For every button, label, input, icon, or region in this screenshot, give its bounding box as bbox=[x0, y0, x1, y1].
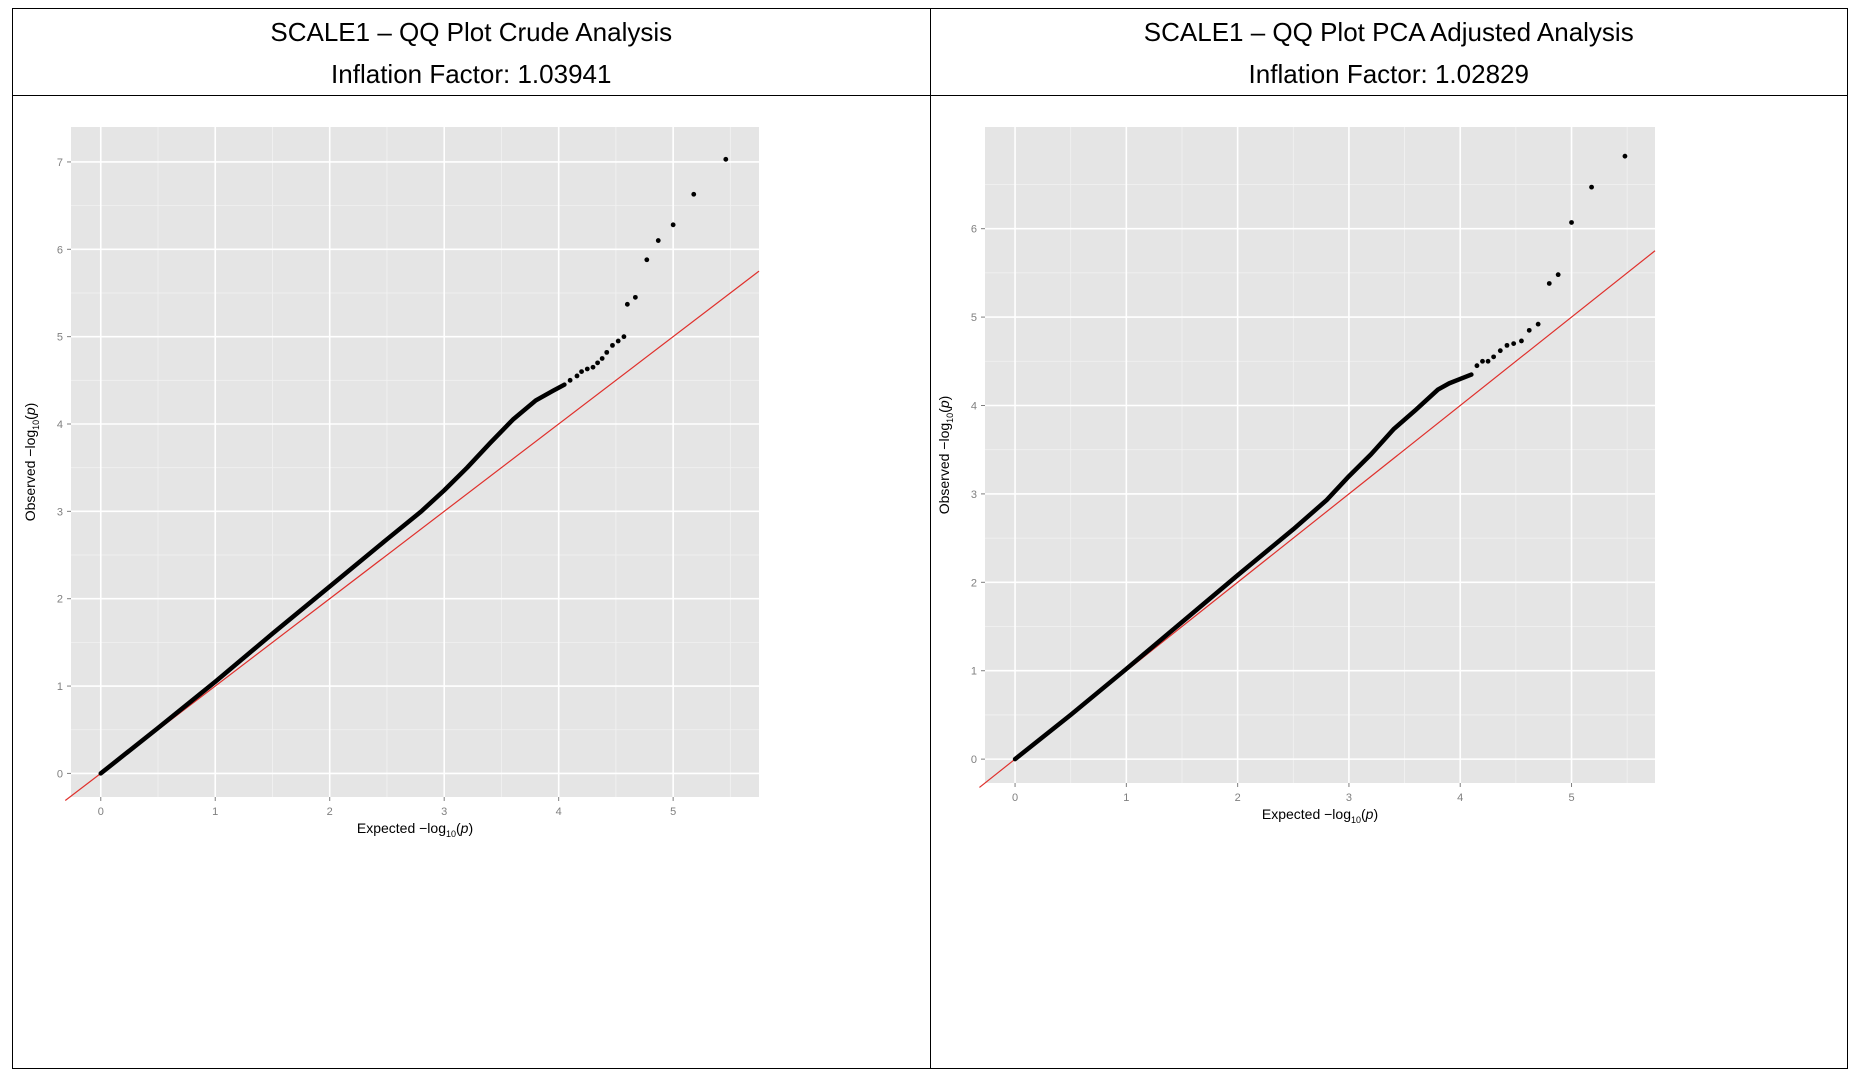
data-point bbox=[1526, 327, 1532, 333]
x-tick-label: 4 bbox=[556, 806, 562, 818]
x-axis-label: Expected −log10(p) bbox=[1261, 806, 1377, 825]
x-tick-label: 1 bbox=[212, 806, 218, 818]
x-tick-label: 4 bbox=[1457, 792, 1463, 804]
panel-title: SCALE1 – QQ Plot PCA Adjusted Analysis bbox=[1143, 17, 1634, 47]
data-point bbox=[1497, 348, 1503, 354]
y-tick-label: 0 bbox=[970, 754, 976, 766]
y-tick-label: 5 bbox=[970, 312, 976, 324]
data-point bbox=[595, 360, 600, 366]
data-point bbox=[1479, 358, 1485, 364]
inflation-factor: Inflation Factor: 1.02829 bbox=[1248, 59, 1529, 89]
x-tick-label: 3 bbox=[1345, 792, 1351, 804]
data-point bbox=[604, 349, 610, 355]
gridlines bbox=[71, 127, 759, 797]
x-tick-label: 2 bbox=[1234, 792, 1240, 804]
plot-cell-crude: 0 1 2 3 4 5 0 1 2 3 4 5 6 7 Expected −log10(p) Observed… bbox=[12, 95, 931, 1069]
y-tick-label: 3 bbox=[970, 489, 976, 501]
y-tick-label: 2 bbox=[57, 594, 63, 606]
x-tick-label: 0 bbox=[98, 806, 104, 818]
x-axis-label: Expected −log10(p) bbox=[357, 820, 473, 839]
data-point bbox=[691, 191, 697, 197]
data-point bbox=[1490, 354, 1496, 360]
x-tick-label: 0 bbox=[1011, 792, 1017, 804]
data-point bbox=[610, 342, 615, 348]
x-tick-label: 5 bbox=[1568, 792, 1574, 804]
data-point bbox=[621, 334, 627, 340]
observed-points-tail bbox=[567, 156, 729, 383]
x-tick-label: 3 bbox=[441, 806, 447, 818]
data-point bbox=[599, 356, 605, 361]
y-tick-label: 6 bbox=[970, 224, 976, 236]
y-tick-label: 0 bbox=[57, 768, 63, 780]
data-point bbox=[624, 301, 630, 307]
y-tick-label: 7 bbox=[57, 157, 63, 169]
document-table: SCALE1 – QQ Plot Crude Analysis Inflatio… bbox=[12, 8, 1848, 1069]
y-tick-label: 1 bbox=[57, 681, 63, 693]
y-tick-label: 4 bbox=[57, 419, 63, 431]
observed-points-dense bbox=[98, 382, 567, 776]
y-tick-label: 6 bbox=[57, 244, 63, 256]
y-tick-label: 5 bbox=[57, 332, 63, 344]
data-point bbox=[1568, 220, 1574, 225]
observed-points-tail bbox=[1474, 153, 1627, 369]
y-axis-label: Observed −log10(p) bbox=[936, 396, 955, 515]
data-point bbox=[590, 364, 596, 370]
data-point bbox=[584, 366, 590, 372]
y-tick-label: 4 bbox=[970, 400, 976, 412]
data-point bbox=[579, 369, 584, 374]
y-tick-label: 2 bbox=[970, 577, 976, 589]
data-point bbox=[1518, 338, 1524, 344]
qq-plot-crude: 0 1 2 3 4 5 0 1 2 3 4 5 6 7 Expected −log10(p) Observed… bbox=[22, 127, 760, 839]
panel-header-crude: SCALE1 – QQ Plot Crude Analysis Inflatio… bbox=[12, 8, 931, 96]
gridlines bbox=[984, 127, 1655, 783]
data-point bbox=[1474, 363, 1479, 369]
data-point bbox=[1622, 153, 1627, 159]
data-point bbox=[632, 294, 638, 300]
plot-background bbox=[984, 127, 1655, 783]
panel-title: SCALE1 – QQ Plot Crude Analysis bbox=[270, 17, 673, 47]
data-point bbox=[1555, 272, 1561, 278]
data-point bbox=[655, 238, 661, 243]
data-point bbox=[1546, 281, 1552, 286]
plot-background bbox=[71, 127, 759, 797]
data-point bbox=[574, 373, 580, 379]
qq-plot-pca: 0 1 2 3 4 5 0 1 2 3 4 5 6 Expected −log10(p) Observed … bbox=[936, 127, 1655, 825]
data-point bbox=[567, 377, 573, 383]
panel-header-pca: SCALE1 – QQ Plot PCA Adjusted Analysis I… bbox=[929, 8, 1848, 96]
data-point bbox=[1535, 321, 1541, 327]
data-point bbox=[644, 257, 650, 263]
inflation-factor: Inflation Factor: 1.03941 bbox=[331, 59, 612, 89]
data-point bbox=[1588, 184, 1594, 190]
x-tick-label: 1 bbox=[1123, 792, 1129, 804]
y-tick-label: 3 bbox=[57, 506, 63, 518]
observed-points-dense bbox=[1012, 372, 1474, 762]
plot-cell-pca: 0 1 2 3 4 5 0 1 2 3 4 5 6 Expected −log10(p) Observed … bbox=[929, 95, 1848, 1069]
y-tick-label: 1 bbox=[970, 666, 976, 678]
y-axis-label: Observed −log10(p) bbox=[22, 403, 41, 522]
data-point bbox=[670, 222, 676, 228]
data-point bbox=[723, 156, 729, 162]
x-tick-label: 5 bbox=[670, 806, 676, 818]
data-point bbox=[1485, 358, 1490, 364]
data-point bbox=[1504, 342, 1509, 348]
data-point bbox=[1510, 341, 1516, 347]
x-tick-label: 2 bbox=[327, 806, 333, 818]
data-point bbox=[615, 338, 621, 344]
